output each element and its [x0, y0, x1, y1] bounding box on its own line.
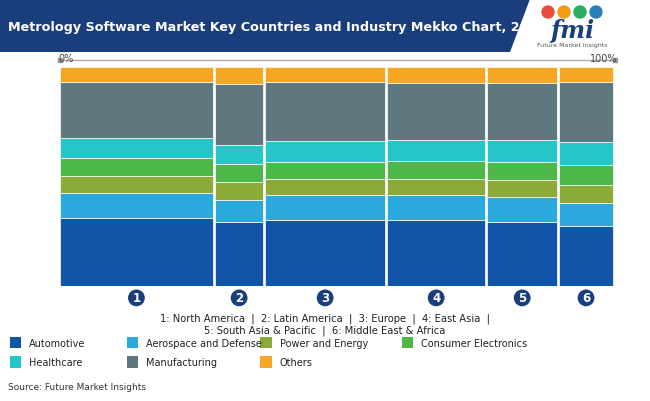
Text: 2: 2 [235, 292, 243, 305]
Bar [215, 165, 263, 183]
Text: Manufacturing: Manufacturing [146, 357, 217, 367]
Text: Power and Energy: Power and Energy [280, 338, 368, 348]
Text: 0%: 0% [58, 54, 73, 64]
Bar [488, 84, 557, 141]
Bar [560, 203, 613, 227]
Bar [215, 200, 263, 222]
Bar [265, 142, 385, 162]
Bar [488, 162, 557, 181]
Bar [387, 84, 485, 141]
Bar [265, 221, 385, 287]
Bar [387, 196, 485, 221]
Circle shape [590, 7, 602, 19]
Text: Others: Others [280, 357, 313, 367]
Bar [215, 85, 263, 145]
FancyBboxPatch shape [127, 337, 138, 348]
Bar [265, 196, 385, 221]
Text: 100%: 100% [590, 54, 617, 64]
Bar [387, 67, 485, 84]
Bar [560, 67, 613, 83]
Circle shape [542, 7, 554, 19]
FancyBboxPatch shape [260, 337, 272, 348]
Bar [387, 221, 485, 287]
Text: fmi: fmi [550, 19, 594, 43]
Text: 1: North America  |  2: Latin America  |  3: Europe  |  4: East Asia  |: 1: North America | 2: Latin America | 3:… [160, 313, 490, 324]
Text: 5: South Asia & Pacific  |  6: Middle East & Africa: 5: South Asia & Pacific | 6: Middle East… [204, 325, 446, 335]
Bar [215, 67, 263, 85]
Text: 4: 4 [432, 292, 440, 305]
Bar [560, 142, 613, 165]
FancyBboxPatch shape [127, 356, 138, 368]
Text: 1: 1 [133, 292, 140, 305]
Text: Metrology Software Market Key Countries and Industry Mekko Chart, 2021: Metrology Software Market Key Countries … [8, 20, 546, 33]
Bar [60, 219, 213, 287]
Bar [60, 67, 213, 83]
Text: Consumer Electronics: Consumer Electronics [421, 338, 527, 348]
Bar [215, 222, 263, 287]
Bar [60, 194, 213, 219]
Text: 3: 3 [321, 292, 329, 305]
Text: 5: 5 [518, 292, 527, 305]
Circle shape [558, 7, 570, 19]
Bar [60, 159, 213, 177]
Bar [215, 145, 263, 165]
Bar [488, 222, 557, 287]
Text: Future Market Insights: Future Market Insights [537, 43, 607, 47]
Polygon shape [0, 0, 530, 53]
Bar [488, 67, 557, 84]
Bar [60, 83, 213, 139]
Text: Source: Future Market Insights: Source: Future Market Insights [8, 382, 146, 391]
Bar [560, 83, 613, 142]
Text: Healthcare: Healthcare [29, 357, 83, 367]
Bar [387, 161, 485, 179]
FancyBboxPatch shape [10, 337, 21, 348]
Text: Automotive: Automotive [29, 338, 86, 348]
Bar [560, 185, 613, 203]
Bar [60, 177, 213, 194]
Text: 6: 6 [582, 292, 590, 305]
Bar [488, 198, 557, 222]
Bar [265, 180, 385, 196]
FancyBboxPatch shape [10, 356, 21, 368]
Text: Aerospace and Defense: Aerospace and Defense [146, 338, 262, 348]
Bar [215, 183, 263, 200]
FancyBboxPatch shape [402, 337, 413, 348]
Bar [265, 162, 385, 180]
Bar [560, 165, 613, 185]
Bar [60, 139, 213, 159]
Bar [488, 181, 557, 198]
Bar [387, 141, 485, 161]
Bar [560, 227, 613, 287]
FancyBboxPatch shape [260, 356, 272, 368]
Bar [265, 67, 385, 83]
Bar [488, 141, 557, 162]
Bar [387, 179, 485, 196]
Bar [265, 83, 385, 142]
Circle shape [574, 7, 586, 19]
